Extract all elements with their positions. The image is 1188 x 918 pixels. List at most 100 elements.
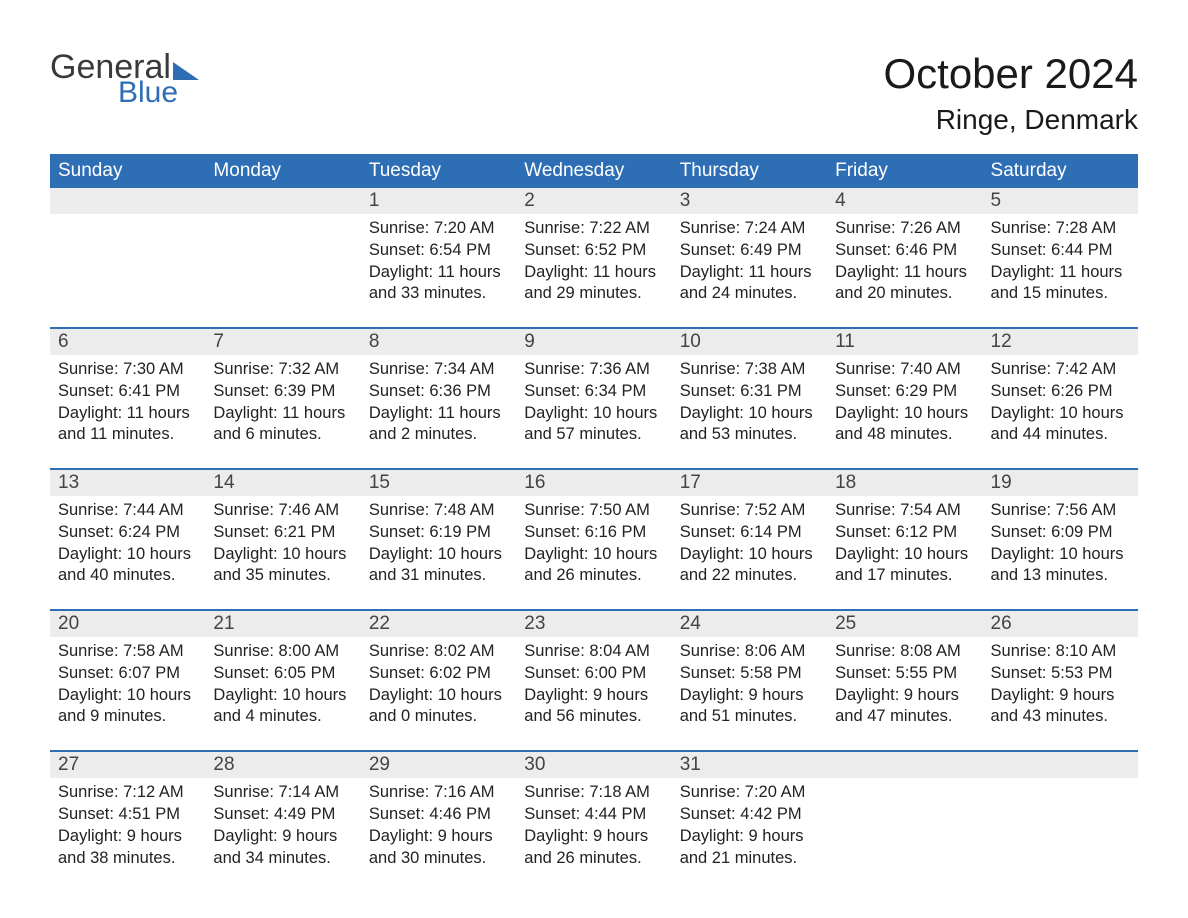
daylight-line: Daylight: 9 hours and 26 minutes. [524, 826, 663, 870]
sunrise-line: Sunrise: 7:32 AM [213, 359, 352, 381]
day-detail: Sunrise: 7:44 AMSunset: 6:24 PMDaylight:… [50, 496, 205, 587]
dow-friday: Friday [827, 154, 982, 188]
day-cell-3: 3Sunrise: 7:24 AMSunset: 6:49 PMDaylight… [672, 188, 827, 327]
sunrise-line: Sunrise: 7:56 AM [991, 500, 1130, 522]
day-detail: Sunrise: 8:08 AMSunset: 5:55 PMDaylight:… [827, 637, 982, 728]
daylight-line: Daylight: 11 hours and 24 minutes. [680, 262, 819, 306]
day-detail: Sunrise: 7:52 AMSunset: 6:14 PMDaylight:… [672, 496, 827, 587]
daylight-line: Daylight: 11 hours and 11 minutes. [58, 403, 197, 447]
day-cell-31: 31Sunrise: 7:20 AMSunset: 4:42 PMDayligh… [672, 752, 827, 891]
daylight-line: Daylight: 11 hours and 6 minutes. [213, 403, 352, 447]
day-number: 15 [361, 470, 516, 496]
sunrise-line: Sunrise: 7:20 AM [369, 218, 508, 240]
day-detail: Sunrise: 7:38 AMSunset: 6:31 PMDaylight:… [672, 355, 827, 446]
day-cell-2: 2Sunrise: 7:22 AMSunset: 6:52 PMDaylight… [516, 188, 671, 327]
day-number: 27 [50, 752, 205, 778]
day-detail: Sunrise: 8:00 AMSunset: 6:05 PMDaylight:… [205, 637, 360, 728]
sunrise-line: Sunrise: 7:16 AM [369, 782, 508, 804]
daylight-line: Daylight: 10 hours and 26 minutes. [524, 544, 663, 588]
sunset-line: Sunset: 6:14 PM [680, 522, 819, 544]
sunset-line: Sunset: 6:52 PM [524, 240, 663, 262]
day-number [983, 752, 1138, 778]
day-cell-29: 29 Sunrise: 7:16 AMSunset: 4:46 PMDayligh… [361, 752, 516, 891]
daylight-line: Daylight: 11 hours and 33 minutes. [369, 262, 508, 306]
sunset-line: Sunset: 6:16 PM [524, 522, 663, 544]
week-row: 20Sunrise: 7:58 AMSunset: 6:07 PMDayligh… [50, 609, 1138, 750]
day-detail: Sunrise: 7:32 AMSunset: 6:39 PMDaylight:… [205, 355, 360, 446]
header: General Blue October 2024 Ringe, Denmark [50, 50, 1138, 136]
sunrise-line: Sunrise: 8:02 AM [369, 641, 508, 663]
day-cell-23: 23Sunrise: 8:04 AMSunset: 6:00 PMDayligh… [516, 611, 671, 750]
day-number: 8 [361, 329, 516, 355]
dow-monday: Monday [205, 154, 360, 188]
day-cell-21: 21Sunrise: 8:00 AMSunset: 6:05 PMDayligh… [205, 611, 360, 750]
dow-sunday: Sunday [50, 154, 205, 188]
daylight-line: Daylight: 11 hours and 2 minutes. [369, 403, 508, 447]
day-detail: Sunrise: 7:40 AMSunset: 6:29 PMDaylight:… [827, 355, 982, 446]
day-cell-27: 27Sunrise: 7:12 AMSunset: 4:51 PMDayligh… [50, 752, 205, 891]
day-cell-empty [983, 752, 1138, 891]
daylight-line: Daylight: 9 hours and 21 minutes. [680, 826, 819, 870]
day-cell-28: 28 Sunrise: 7:14 AMSunset: 4:49 PMDayligh… [205, 752, 360, 891]
sunrise-line: Sunrise: 7:14 AM [213, 782, 352, 804]
week-row: 13Sunrise: 7:44 AMSunset: 6:24 PMDayligh… [50, 468, 1138, 609]
day-cell-22: 22Sunrise: 8:02 AMSunset: 6:02 PMDayligh… [361, 611, 516, 750]
day-cell-empty [827, 752, 982, 891]
dow-tuesday: Tuesday [361, 154, 516, 188]
sunset-line: Sunset: 6:05 PM [213, 663, 352, 685]
day-number: 30 [516, 752, 671, 778]
sunset-line: Sunset: 4:49 PM [213, 804, 352, 826]
day-detail: Sunrise: 8:04 AMSunset: 6:00 PMDaylight:… [516, 637, 671, 728]
logo: General Blue [50, 50, 199, 108]
day-cell-empty [50, 188, 205, 327]
title-block: October 2024 Ringe, Denmark [883, 50, 1138, 136]
daylight-line: Daylight: 9 hours and 30 minutes. [369, 826, 508, 870]
sunrise-line: Sunrise: 7:30 AM [58, 359, 197, 381]
day-cell-14: 14Sunrise: 7:46 AMSunset: 6:21 PMDayligh… [205, 470, 360, 609]
sunrise-line: Sunrise: 8:06 AM [680, 641, 819, 663]
day-detail: Sunrise: 7:20 AMSunset: 4:42 PMDaylight:… [672, 778, 827, 869]
day-number: 9 [516, 329, 671, 355]
sunset-line: Sunset: 4:46 PM [369, 804, 508, 826]
day-detail: Sunrise: 7:26 AMSunset: 6:46 PMDaylight:… [827, 214, 982, 305]
day-cell-26: 26Sunrise: 8:10 AMSunset: 5:53 PMDayligh… [983, 611, 1138, 750]
daylight-line: Daylight: 11 hours and 20 minutes. [835, 262, 974, 306]
day-detail: Sunrise: 7:20 AMSunset: 6:54 PMDaylight:… [361, 214, 516, 305]
sunset-line: Sunset: 6:07 PM [58, 663, 197, 685]
day-of-week-header: SundayMondayTuesdayWednesdayThursdayFrid… [50, 154, 1138, 188]
day-cell-4: 4Sunrise: 7:26 AMSunset: 6:46 PMDaylight… [827, 188, 982, 327]
sunset-line: Sunset: 6:46 PM [835, 240, 974, 262]
day-cell-15: 15Sunrise: 7:48 AMSunset: 6:19 PMDayligh… [361, 470, 516, 609]
day-detail: Sunrise: 7:24 AMSunset: 6:49 PMDaylight:… [672, 214, 827, 305]
day-detail: Sunrise: 7:42 AMSunset: 6:26 PMDaylight:… [983, 355, 1138, 446]
sunset-line: Sunset: 4:44 PM [524, 804, 663, 826]
day-detail: Sunrise: 8:06 AMSunset: 5:58 PMDaylight:… [672, 637, 827, 728]
daylight-line: Daylight: 9 hours and 43 minutes. [991, 685, 1130, 729]
daylight-line: Daylight: 10 hours and 48 minutes. [835, 403, 974, 447]
sunset-line: Sunset: 4:42 PM [680, 804, 819, 826]
day-number [205, 188, 360, 214]
day-cell-25: 25Sunrise: 8:08 AMSunset: 5:55 PMDayligh… [827, 611, 982, 750]
day-number: 29 [361, 752, 516, 778]
day-number: 22 [361, 611, 516, 637]
sunrise-line: Sunrise: 7:42 AM [991, 359, 1130, 381]
day-number: 28 [205, 752, 360, 778]
day-number: 23 [516, 611, 671, 637]
day-detail: Sunrise: 7:36 AMSunset: 6:34 PMDaylight:… [516, 355, 671, 446]
location-label: Ringe, Denmark [883, 104, 1138, 136]
daylight-line: Daylight: 9 hours and 34 minutes. [213, 826, 352, 870]
daylight-line: Daylight: 10 hours and 17 minutes. [835, 544, 974, 588]
sunset-line: Sunset: 6:41 PM [58, 381, 197, 403]
sunrise-line: Sunrise: 7:44 AM [58, 500, 197, 522]
day-number: 10 [672, 329, 827, 355]
day-detail: Sunrise: 7:54 AMSunset: 6:12 PMDaylight:… [827, 496, 982, 587]
daylight-line: Daylight: 10 hours and 53 minutes. [680, 403, 819, 447]
day-cell-24: 24Sunrise: 8:06 AMSunset: 5:58 PMDayligh… [672, 611, 827, 750]
sunset-line: Sunset: 6:00 PM [524, 663, 663, 685]
day-number: 3 [672, 188, 827, 214]
sunset-line: Sunset: 6:49 PM [680, 240, 819, 262]
sunset-line: Sunset: 6:09 PM [991, 522, 1130, 544]
sunset-line: Sunset: 6:31 PM [680, 381, 819, 403]
sunrise-line: Sunrise: 7:34 AM [369, 359, 508, 381]
day-number: 21 [205, 611, 360, 637]
